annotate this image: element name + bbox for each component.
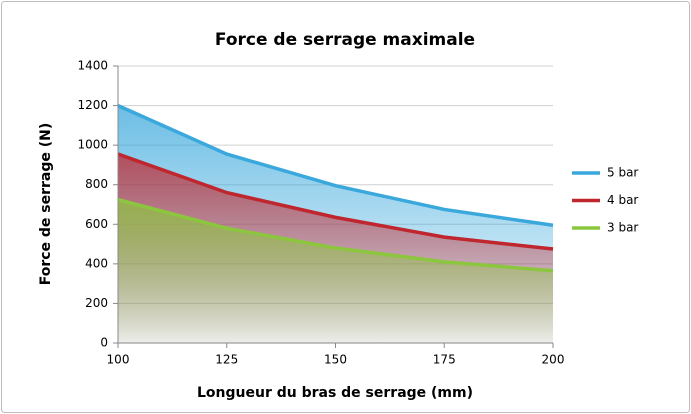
y-tick-label: 1000: [77, 138, 108, 152]
x-tick-label: 150: [324, 353, 347, 367]
series-line: [117, 152, 554, 251]
y-tick-label: 600: [85, 217, 108, 231]
y-tick-label: 1400: [77, 59, 108, 73]
y-tick-label: 0: [100, 336, 108, 350]
legend-label: 4 bar: [607, 193, 638, 207]
y-tick-label: 400: [85, 256, 108, 270]
x-tick-label: 125: [215, 353, 238, 367]
y-tick-label: 200: [85, 296, 108, 310]
x-axis-title: Longueur du bras de serrage (mm): [197, 385, 473, 401]
area: [118, 199, 553, 343]
chart-title: Force de serrage maximale: [215, 30, 475, 50]
x-tick-label: 100: [107, 353, 130, 367]
series-line: [117, 103, 554, 228]
y-tick-label: 800: [85, 177, 108, 191]
x-tick-label: 175: [433, 353, 456, 367]
series-line: [117, 197, 554, 273]
legend-label: 5 bar: [607, 166, 638, 180]
y-axis-title: Force de serrage (N): [38, 123, 54, 286]
x-tick-label: 200: [542, 353, 565, 367]
legend-label: 3 bar: [607, 221, 638, 235]
y-tick-label: 1200: [77, 98, 108, 112]
